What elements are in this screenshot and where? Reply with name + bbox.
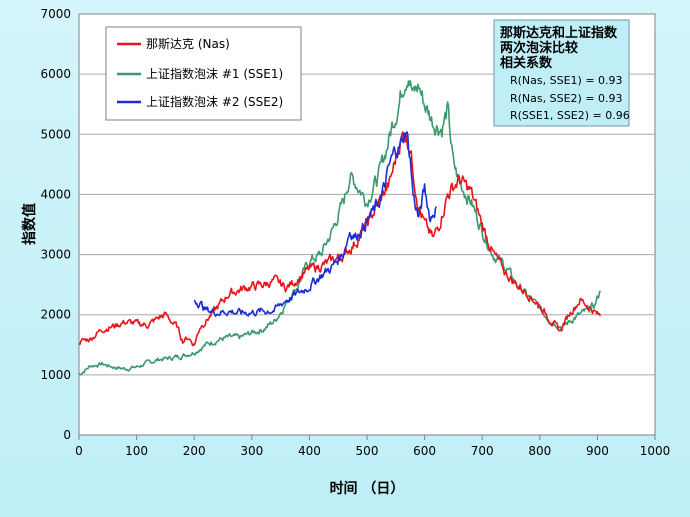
x-tick-label: 700: [471, 444, 494, 458]
series-line-sse1: [78, 80, 602, 376]
y-tick-label: 6000: [40, 67, 71, 81]
x-tick-label: 100: [125, 444, 148, 458]
x-tick-label: 300: [240, 444, 263, 458]
x-tick-labels: 0 100 200 300 400 500 600 700 800 900 1000: [75, 435, 670, 458]
correlation-title-line-1: 那斯达克和上证指数: [500, 25, 618, 41]
x-tick-label: 400: [298, 444, 321, 458]
y-tick-label: 7000: [40, 7, 71, 21]
x-tick-label: 900: [586, 444, 609, 458]
x-axis-title: 时间 （日）: [330, 480, 405, 497]
correlation-row-sse1-sse2: R(SSE1, SSE2) = 0.96: [510, 109, 630, 122]
correlation-title-line-2: 两次泡沫比较: [500, 40, 578, 56]
series-line-sse2: [193, 131, 437, 317]
legend-label-sse1: 上证指数泡沫 #1 (SSE1): [146, 66, 283, 81]
series-layer: [78, 80, 602, 376]
legend: 那斯达克 (Nas) 上证指数泡沫 #1 (SSE1) 上证指数泡沫 #2 (S…: [105, 26, 302, 121]
correlation-row-nas-sse1: R(Nas, SSE1) = 0.93: [510, 74, 623, 87]
correlation-box-bg: [493, 19, 630, 127]
x-tick-label: 1000: [640, 444, 671, 458]
correlation-title-line-3: 相关系数: [500, 55, 553, 71]
x-tick-label: 0: [75, 444, 83, 458]
legend-label-sse2: 上证指数泡沫 #2 (SSE2): [146, 94, 283, 109]
y-tick-label: 1000: [40, 368, 71, 382]
y-tick-label: 3000: [40, 248, 71, 262]
x-tick-label: 200: [183, 444, 206, 458]
y-tick-label: 4000: [40, 187, 71, 201]
legend-label-nas: 那斯达克 (Nas): [146, 37, 230, 51]
x-tick-label: 800: [528, 444, 551, 458]
x-tick-label: 600: [413, 444, 436, 458]
y-tick-label: 0: [63, 428, 71, 442]
correlation-box: 那斯达克和上证指数 两次泡沫比较 相关系数 R(Nas, SSE1) = 0.9…: [493, 19, 630, 127]
x-tick-label: 500: [356, 444, 379, 458]
y-tick-labels: 0 1000 2000 3000 4000 5000 6000 7000: [40, 7, 71, 442]
correlation-row-nas-sse2: R(Nas, SSE2) = 0.93: [510, 92, 623, 105]
y-tick-label: 5000: [40, 127, 71, 141]
series-line-nas: [78, 131, 602, 347]
y-axis-title: 指数值: [21, 203, 38, 245]
y-tick-label: 2000: [40, 308, 71, 322]
